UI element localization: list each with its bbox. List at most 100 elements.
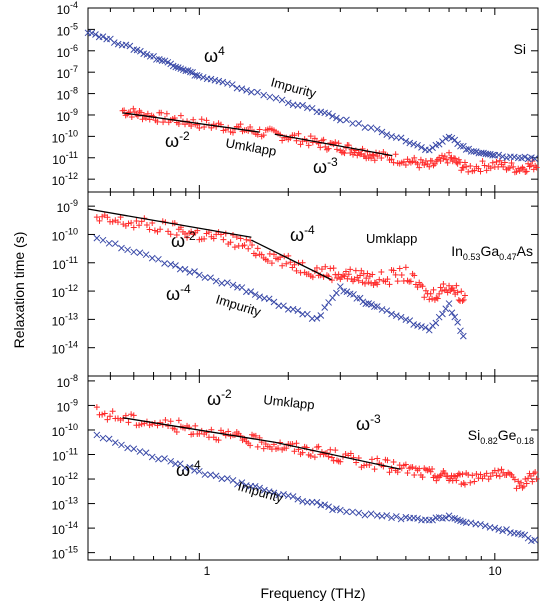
data-point-impurity: [349, 120, 356, 127]
data-point-umklapp: [434, 473, 441, 480]
data-point-umklapp: [392, 271, 399, 278]
data-point-impurity: [99, 33, 107, 40]
data-point-impurity: [457, 327, 464, 335]
data-point-umklapp: [477, 168, 484, 175]
data-point-impurity: [429, 516, 436, 524]
data-point-umklapp: [146, 116, 153, 123]
data-point-umklapp: [158, 109, 165, 116]
data-point-impurity: [414, 515, 421, 522]
series-impurity-panel-3: [93, 431, 539, 545]
data-point-umklapp: [275, 445, 282, 452]
panel-frame-ingaas: [87, 191, 539, 377]
data-point-umklapp: [277, 254, 284, 261]
data-point-umklapp: [453, 477, 460, 484]
data-point-umklapp: [325, 453, 332, 460]
data-point-umklapp: [361, 462, 368, 469]
data-point-umklapp: [443, 286, 450, 293]
data-point-impurity: [329, 294, 336, 302]
data-point-umklapp: [109, 218, 116, 225]
data-point-umklapp: [522, 168, 529, 175]
data-point-umklapp: [245, 245, 252, 252]
data-point-impurity: [329, 112, 336, 120]
data-point-umklapp: [231, 244, 238, 251]
data-point-umklapp: [303, 138, 310, 145]
data-point-umklapp: [416, 164, 423, 171]
data-point-impurity: [224, 475, 231, 482]
data-point-impurity: [294, 495, 302, 503]
data-point-umklapp: [433, 294, 440, 301]
fit-line: [122, 417, 275, 443]
data-point-umklapp: [345, 271, 352, 278]
data-point-umklapp: [186, 424, 193, 431]
data-point-umklapp: [143, 222, 150, 229]
data-point-impurity: [336, 283, 344, 290]
data-point-impurity: [143, 51, 151, 58]
data-point-umklapp: [363, 275, 370, 282]
series-umklapp-panel-3: [93, 404, 540, 492]
data-point-impurity: [199, 73, 207, 81]
data-point-impurity: [445, 300, 453, 307]
y-tick-label: 10-11: [52, 150, 78, 167]
data-point-umklapp: [254, 131, 261, 138]
data-point-umklapp: [175, 121, 182, 128]
data-point-impurity: [355, 120, 363, 127]
data-point-impurity: [284, 99, 292, 107]
data-point-umklapp: [384, 457, 391, 464]
data-point-umklapp: [459, 471, 466, 478]
y-tick-label: 10-10: [52, 422, 78, 439]
data-point-umklapp: [513, 168, 520, 175]
data-point-umklapp: [530, 470, 537, 477]
y-tick-label: 10-12: [52, 171, 78, 188]
data-point-umklapp: [431, 160, 438, 167]
data-point-umklapp: [163, 110, 170, 117]
y-tick-label: 10-7: [57, 64, 78, 81]
data-point-umklapp: [146, 422, 153, 429]
data-point-umklapp: [353, 459, 360, 466]
data-point-impurity: [373, 303, 381, 310]
data-point-umklapp: [315, 443, 322, 450]
data-point-umklapp: [384, 276, 391, 283]
data-point-umklapp: [291, 448, 298, 455]
data-point-umklapp: [264, 257, 271, 264]
data-point-impurity: [155, 255, 162, 263]
data-point-impurity: [414, 322, 421, 329]
data-point-umklapp: [429, 295, 436, 302]
data-point-impurity: [355, 509, 363, 517]
x-tick-label-1: 1: [204, 564, 211, 578]
data-point-umklapp: [295, 130, 302, 137]
data-point-umklapp: [347, 266, 354, 273]
data-point-umklapp: [508, 160, 515, 167]
data-point-impurity: [343, 116, 350, 124]
data-point-umklapp: [376, 276, 383, 283]
data-point-impurity: [137, 47, 144, 55]
data-point-umklapp: [532, 469, 539, 476]
data-point-umklapp: [315, 140, 322, 147]
data-point-impurity: [470, 148, 478, 155]
data-point-impurity: [392, 513, 400, 520]
data-point-umklapp: [495, 163, 502, 170]
data-point-impurity: [207, 471, 214, 479]
data-point-umklapp: [510, 163, 517, 170]
data-point-impurity: [392, 312, 400, 319]
data-point-impurity: [489, 151, 496, 159]
material-label-sige: Si0.82Ge0.18: [468, 427, 534, 446]
data-point-umklapp: [437, 472, 444, 479]
data-point-impurity: [224, 279, 231, 286]
data-point-umklapp: [374, 455, 381, 462]
data-point-impurity: [130, 248, 138, 256]
data-point-umklapp: [241, 242, 248, 249]
data-point-impurity: [191, 268, 198, 275]
data-point-umklapp: [460, 296, 467, 303]
data-point-umklapp: [411, 472, 418, 479]
data-point-impurity: [397, 313, 405, 321]
data-point-impurity: [343, 508, 350, 516]
data-point-umklapp: [328, 277, 335, 284]
data-point-impurity: [402, 316, 410, 324]
data-point-umklapp: [188, 123, 195, 130]
data-point-impurity: [265, 295, 273, 303]
data-point-umklapp: [467, 162, 474, 169]
data-point-impurity: [201, 471, 209, 478]
data-point-umklapp: [229, 129, 236, 136]
fit-line: [87, 208, 252, 238]
data-point-impurity: [172, 262, 179, 269]
